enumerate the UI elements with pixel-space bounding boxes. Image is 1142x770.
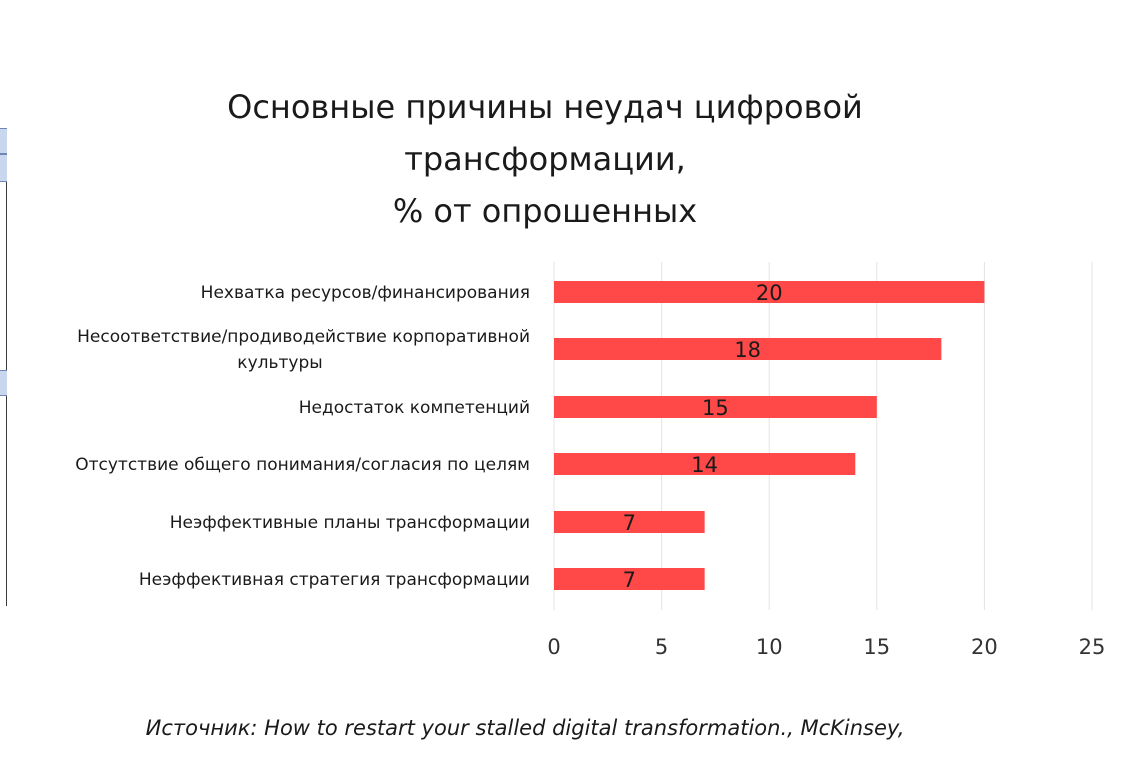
category-labels: Нехватка ресурсов/финансирования Несоотве… xyxy=(75,283,530,590)
data-label: 15 xyxy=(702,396,729,420)
frame-cell-second xyxy=(0,154,7,182)
category-label: культуры xyxy=(237,353,322,373)
data-label: 7 xyxy=(623,568,636,592)
category-label: Неэффективная стратегия трансформации xyxy=(139,570,530,590)
frame-cell-middle xyxy=(0,370,7,396)
data-label: 14 xyxy=(691,453,718,477)
x-tick-label: 20 xyxy=(971,635,998,659)
x-tick-label: 15 xyxy=(863,635,890,659)
x-tick-label: 10 xyxy=(756,635,783,659)
x-tick-label: 25 xyxy=(1079,635,1106,659)
category-label: Неэффективные планы трансформации xyxy=(170,513,530,533)
bar xyxy=(554,453,856,475)
bar xyxy=(554,281,985,303)
x-tick-label: 0 xyxy=(547,635,560,659)
data-label: 18 xyxy=(734,338,761,362)
category-label: Нехватка ресурсов/финансирования xyxy=(201,283,530,303)
source-note: Источник: How to restart your stalled di… xyxy=(145,716,905,740)
frame-cell-top xyxy=(0,128,7,154)
left-frame-edge xyxy=(0,128,7,606)
chart-title-line: Основные причины неудач цифровой xyxy=(227,88,863,126)
chart-title-line: трансформации, xyxy=(404,140,686,178)
x-axis-ticks: 0 5 10 15 20 25 xyxy=(547,635,1105,659)
data-label: 20 xyxy=(756,281,783,305)
chart-title-line: % от опрошенных xyxy=(393,192,697,230)
bar xyxy=(554,338,942,360)
bar xyxy=(554,396,877,418)
category-label: Несоответствие/продиводействие корпорати… xyxy=(77,327,530,347)
bars: 20 18 15 14 7 7 xyxy=(554,281,985,592)
bar-chart: Основные причины неудач цифровой трансфор… xyxy=(75,88,1105,659)
grid-lines xyxy=(553,262,1093,610)
category-label: Недостаток компетенций xyxy=(299,398,530,418)
category-label: Отсутствие общего понимания/согласия по … xyxy=(75,455,530,475)
chart-title: Основные причины неудач цифровой трансфор… xyxy=(227,88,863,230)
x-tick-label: 5 xyxy=(655,635,668,659)
bar xyxy=(554,568,705,590)
bar xyxy=(554,511,705,533)
data-label: 7 xyxy=(623,511,636,535)
